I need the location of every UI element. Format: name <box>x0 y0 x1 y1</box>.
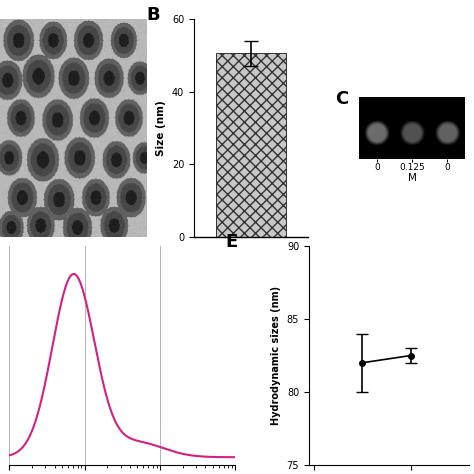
X-axis label: M: M <box>408 173 417 183</box>
Text: E: E <box>226 233 238 251</box>
Text: C: C <box>335 90 348 108</box>
Bar <box>216 54 286 237</box>
Y-axis label: Size (nm): Size (nm) <box>156 100 166 156</box>
Text: B: B <box>146 6 160 24</box>
Y-axis label: Hydrodynamic sizes (nm): Hydrodynamic sizes (nm) <box>271 286 281 425</box>
